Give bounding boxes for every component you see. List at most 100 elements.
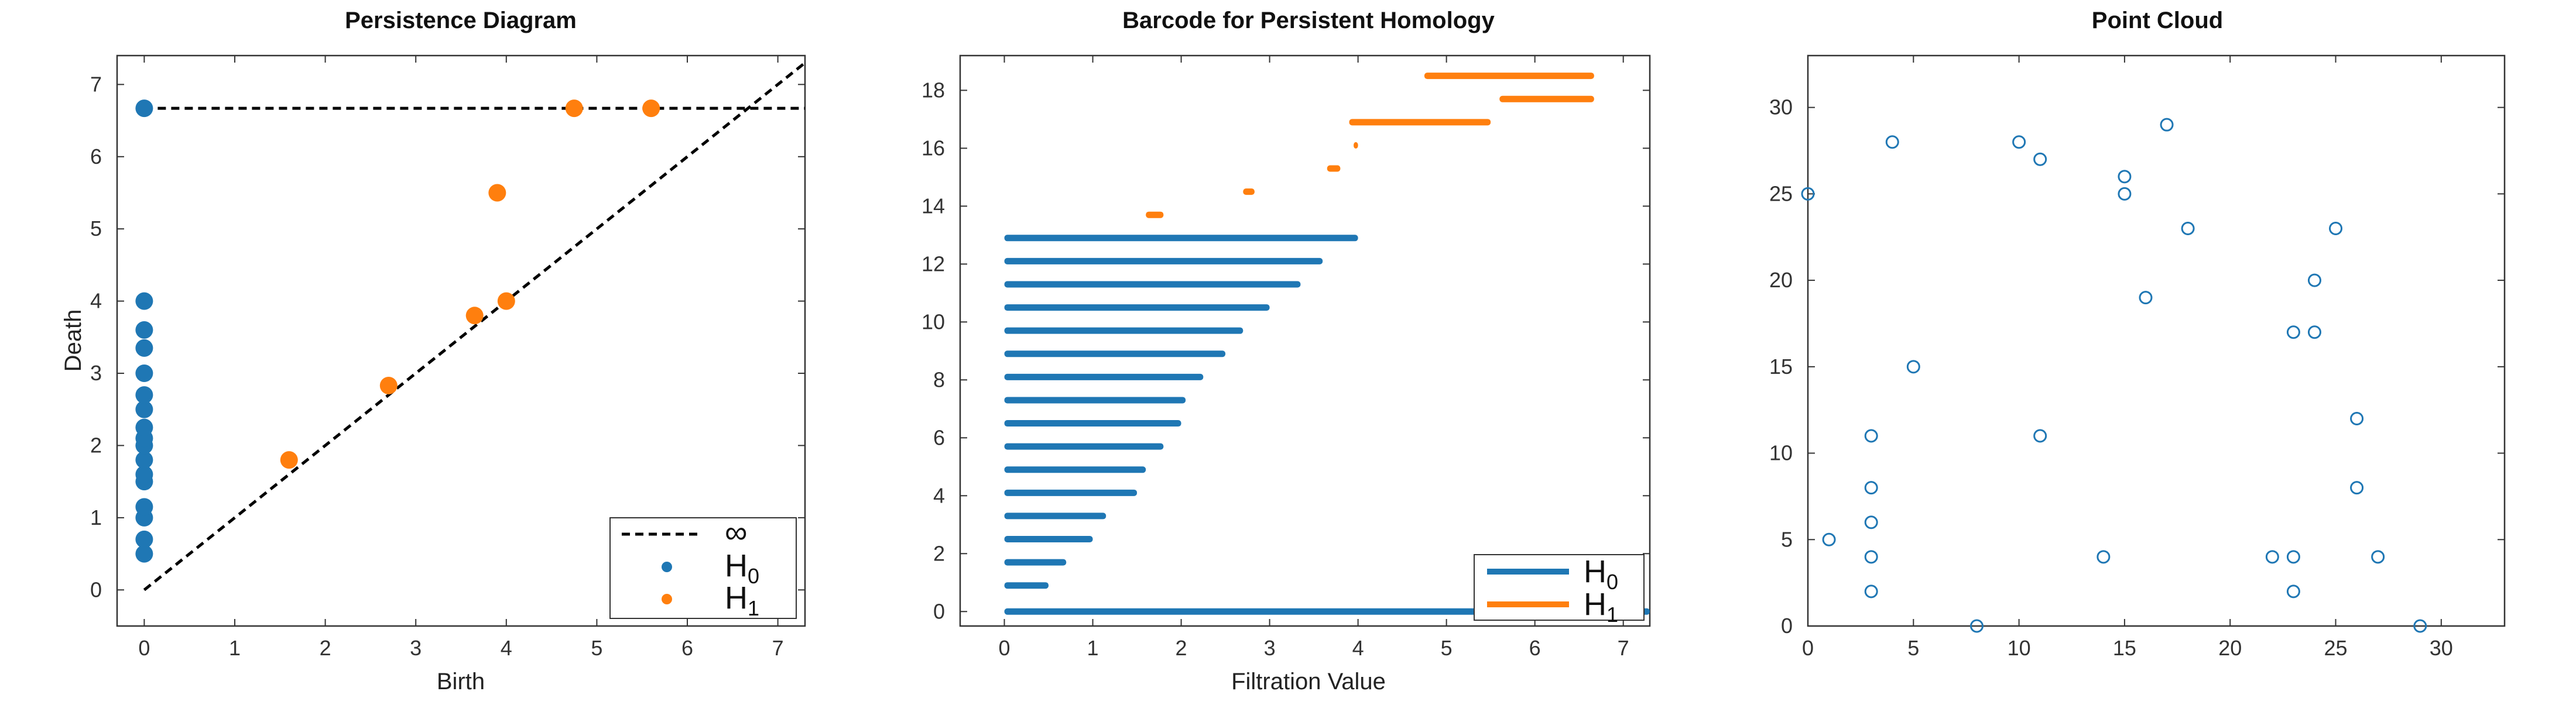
h1-point [280,451,298,469]
point-cloud-point [2286,550,2300,564]
x-axis-label: Birth [437,669,485,694]
x-tick-label: 1 [229,636,241,660]
h0-point [135,418,153,436]
h1-bar [1243,188,1255,195]
h1-point [497,292,515,310]
h0-bar [1004,513,1107,520]
y-tick-label: 3 [90,361,102,385]
h0-bar [1004,235,1358,242]
h0-bar [1004,536,1093,543]
x-tick-label: 0 [138,636,150,660]
point-cloud-panel: Point Cloud 0 5 10 15 20 25 30 0 5 10 15 20 25 30 [1769,8,2506,660]
point-cloud-point [2118,187,2132,201]
point-cloud-point [2181,221,2195,235]
x-tick-label: 0 [998,636,1010,660]
y-tick-label: 25 [1769,181,1793,205]
h1-point [565,99,583,118]
h1-bar [1424,73,1594,80]
h0-bar [1004,582,1049,589]
y-tick-label: 10 [1769,441,1793,465]
h1-bar [1354,142,1358,149]
y-tick-label: 5 [1781,527,1793,551]
h1-bar [1499,95,1594,102]
y-tick-label: 6 [90,145,102,168]
h0-bar [1004,443,1164,450]
y-axis: 0 2 4 6 8 10 12 14 16 18 [922,78,1650,623]
legend-h1-label: H1 [1584,587,1618,627]
point-cloud-point [1864,515,1878,529]
y-tick-label: 7 [90,72,102,96]
legend: H0 H1 [1474,554,1645,627]
h0-bar [1004,489,1138,496]
point-cloud-point [2286,584,2300,599]
x-tick-label: 3 [1264,636,1276,660]
x-tick-label: 25 [2324,636,2347,660]
h1-bar [1349,119,1491,126]
point-cloud-point [1864,481,1878,495]
x-tick-label: 5 [591,636,602,660]
legend: ∞ H0 H1 [609,515,797,620]
x-tick-label: 15 [2113,636,2136,660]
point-cloud-point [2033,429,2047,443]
h0-bar [1004,350,1226,357]
y-tick-label: 8 [933,367,945,391]
point-cloud-point [2265,550,2279,564]
x-axis: 0 5 10 15 20 25 30 [1802,56,2453,660]
h0-bar [1004,559,1067,566]
h0-point [135,498,153,516]
y-axis-label: Death [60,309,86,372]
y-tick-label: 20 [1769,268,1793,292]
plot-frame [959,54,1651,627]
plot-frame [1807,54,2506,627]
y-tick-label: 2 [933,541,945,565]
x-tick-label: 6 [681,636,693,660]
chart-title: Persistence Diagram [345,8,577,33]
data-marks [1801,118,2427,633]
h0-bar [1004,281,1301,288]
y-tick-label: 4 [90,289,102,313]
legend-box [1474,554,1645,621]
h0-point [135,386,153,404]
point-cloud-point [2307,325,2321,339]
x-tick-label: 10 [2008,636,2031,660]
point-cloud-point [1969,619,1984,633]
h0-bar [1004,397,1186,404]
x-tick-label: 30 [2430,636,2453,660]
point-cloud-point [2118,170,2132,184]
point-cloud-point [1864,429,1878,443]
plot-frame [116,54,806,627]
point-cloud-point [2329,221,2343,235]
x-tick-label: 5 [1441,636,1453,660]
x-tick-label: 2 [1176,636,1187,660]
chart-title: Barcode for Persistent Homology [1122,8,1495,33]
h0-bar [1004,420,1181,427]
data-marks [1004,73,1650,615]
h0-point [135,321,153,339]
point-cloud-point [1906,360,1920,374]
diagonal-line [143,61,806,591]
y-axis: 0 5 10 15 20 25 30 [1769,95,2505,638]
point-cloud-point [2350,411,2364,425]
h1-point [379,377,398,395]
x-tick-label: 2 [320,636,331,660]
legend-h1-label: H1 [725,580,759,620]
point-cloud-point [2012,135,2026,149]
h0-bar [1004,304,1270,311]
x-tick-label: 1 [1087,636,1099,660]
legend-infinity-label: ∞ [725,515,748,550]
x-axis-label: Filtration Value [1231,669,1386,694]
x-tick-label: 7 [772,636,784,660]
x-tick-label: 0 [1802,636,1814,660]
y-tick-label: 0 [933,599,945,623]
y-axis: 0 1 2 3 4 5 6 7 [90,72,805,601]
y-tick-label: 1 [90,505,102,529]
legend-h0-label: H0 [725,548,759,588]
h1-point [465,307,484,325]
point-cloud-point [2371,550,2385,564]
y-tick-label: 4 [933,483,945,507]
point-cloud-point [2286,325,2300,339]
point-cloud-point [1885,135,1899,149]
h1-point [642,99,660,118]
